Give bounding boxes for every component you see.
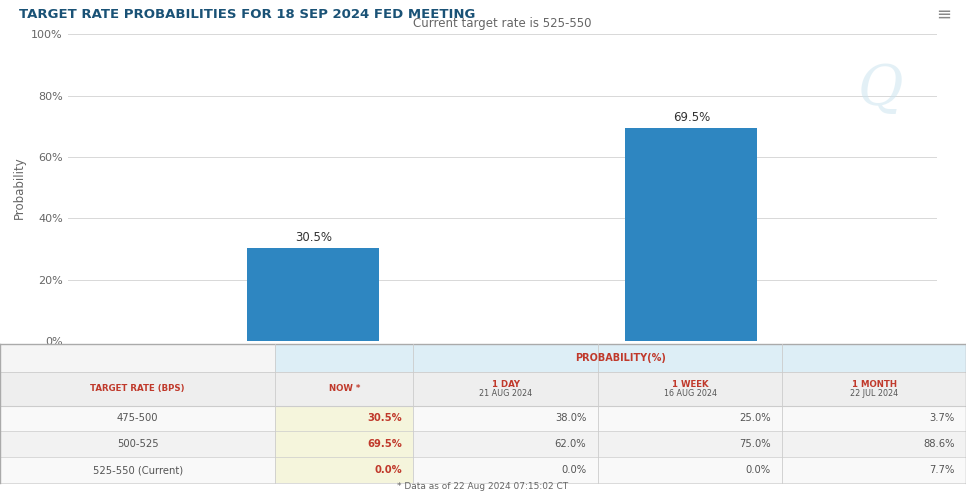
Text: 88.6%: 88.6% (923, 439, 954, 449)
Text: PROBABILITY(%): PROBABILITY(%) (575, 353, 667, 363)
X-axis label: Target Rate (in bps): Target Rate (in bps) (444, 366, 560, 379)
Text: 0.0%: 0.0% (374, 465, 402, 475)
Text: 16 AUG 2024: 16 AUG 2024 (664, 388, 717, 398)
Text: 30.5%: 30.5% (295, 231, 331, 244)
Bar (0, 432, 966, 457)
Text: 3.7%: 3.7% (929, 413, 954, 423)
Text: NOW *: NOW * (328, 384, 360, 393)
Text: 30.5%: 30.5% (367, 413, 402, 423)
Text: 25.0%: 25.0% (739, 413, 771, 423)
Text: 22 JUL 2024: 22 JUL 2024 (850, 388, 898, 398)
Bar (247, 247, 380, 341)
Bar (625, 128, 757, 341)
Text: 69.5%: 69.5% (367, 439, 402, 449)
Text: ≡: ≡ (936, 6, 952, 24)
Bar (275, 432, 413, 457)
Text: 1 WEEK: 1 WEEK (672, 381, 708, 389)
Text: 475-500: 475-500 (117, 413, 158, 423)
Bar (275, 344, 966, 373)
Text: 525-550 (Current): 525-550 (Current) (93, 465, 183, 475)
Text: 21 AUG 2024: 21 AUG 2024 (479, 388, 532, 398)
Text: 69.5%: 69.5% (672, 111, 710, 124)
Text: Q: Q (858, 62, 903, 117)
Title: Current target rate is 525-550: Current target rate is 525-550 (413, 17, 591, 30)
Text: 0.0%: 0.0% (746, 465, 771, 475)
Bar (275, 457, 413, 483)
Text: 1 DAY: 1 DAY (492, 381, 520, 389)
Bar (0, 373, 966, 406)
Text: 0.0%: 0.0% (561, 465, 586, 475)
Text: 62.0%: 62.0% (554, 439, 586, 449)
Bar (0, 406, 966, 432)
Text: TARGET RATE (BPS): TARGET RATE (BPS) (91, 384, 185, 393)
Bar (0, 457, 966, 483)
Bar (275, 406, 413, 432)
Text: 1 MONTH: 1 MONTH (852, 381, 896, 389)
Text: 500-525: 500-525 (117, 439, 158, 449)
Text: 38.0%: 38.0% (555, 413, 586, 423)
Text: 75.0%: 75.0% (739, 439, 771, 449)
Y-axis label: Probability: Probability (13, 157, 25, 219)
Text: TARGET RATE PROBABILITIES FOR 18 SEP 2024 FED MEETING: TARGET RATE PROBABILITIES FOR 18 SEP 202… (19, 8, 475, 21)
Text: * Data as of 22 Aug 2024 07:15:02 CT: * Data as of 22 Aug 2024 07:15:02 CT (397, 483, 569, 491)
Text: 7.7%: 7.7% (929, 465, 954, 475)
